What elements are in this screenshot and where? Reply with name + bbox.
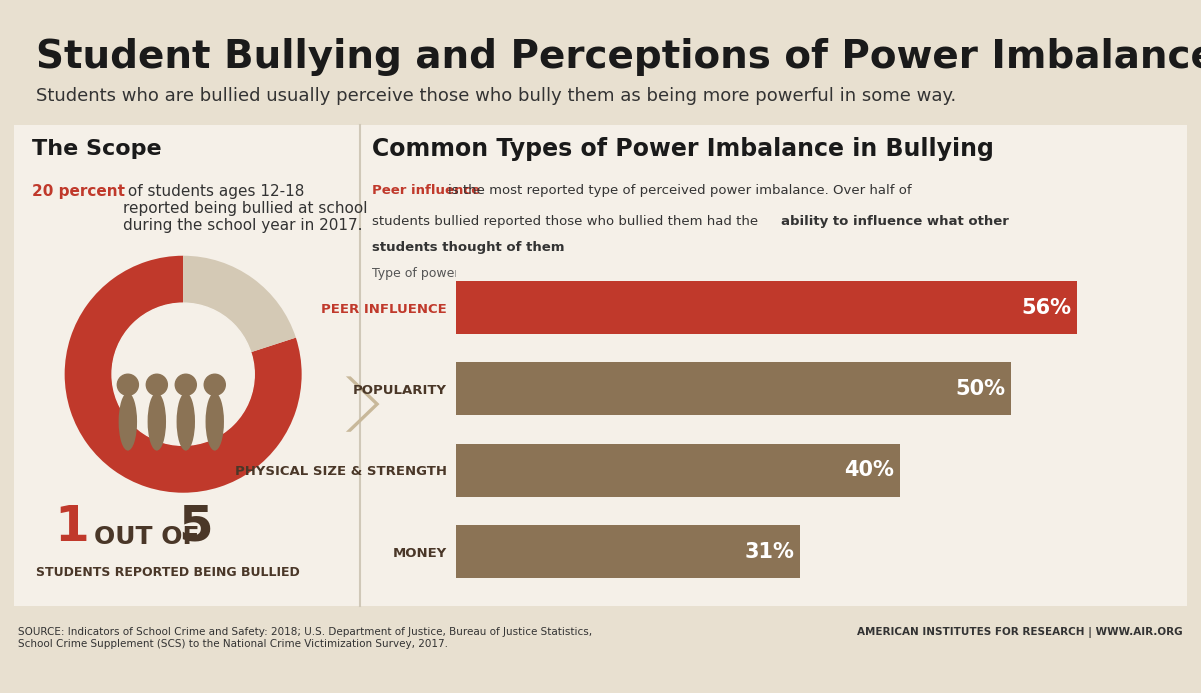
Circle shape bbox=[118, 374, 138, 395]
Bar bbox=[456, 281, 1077, 334]
Text: SOURCE: Indicators of School Crime and Safety: 2018; U.S. Department of Justice,: SOURCE: Indicators of School Crime and S… bbox=[18, 627, 592, 649]
FancyBboxPatch shape bbox=[12, 7, 1189, 125]
Text: 1: 1 bbox=[54, 503, 89, 551]
Ellipse shape bbox=[148, 393, 166, 450]
Text: 31%: 31% bbox=[745, 542, 795, 562]
Circle shape bbox=[204, 374, 226, 395]
Text: 56%: 56% bbox=[1022, 297, 1071, 317]
Ellipse shape bbox=[90, 393, 108, 450]
Text: students bullied reported those who bullied them had the: students bullied reported those who bull… bbox=[372, 215, 763, 228]
Text: students thought of them: students thought of them bbox=[372, 241, 564, 254]
Text: STUDENTS REPORTED BEING BULLIED: STUDENTS REPORTED BEING BULLIED bbox=[36, 565, 300, 579]
Text: of students ages 12-18
reported being bullied at school
during the school year i: of students ages 12-18 reported being bu… bbox=[123, 184, 368, 234]
Text: ability to influence what other: ability to influence what other bbox=[781, 215, 1009, 228]
Circle shape bbox=[89, 374, 109, 395]
Circle shape bbox=[147, 374, 167, 395]
Ellipse shape bbox=[119, 393, 137, 450]
Bar bbox=[456, 362, 1011, 415]
FancyBboxPatch shape bbox=[14, 610, 1187, 693]
Text: Student Bullying and Perceptions of Power Imbalance: Student Bullying and Perceptions of Powe… bbox=[36, 38, 1201, 76]
Text: Common Types of Power Imbalance in Bullying: Common Types of Power Imbalance in Bully… bbox=[372, 137, 994, 161]
Text: 5: 5 bbox=[178, 503, 213, 551]
Bar bbox=[456, 525, 800, 578]
Circle shape bbox=[112, 303, 255, 446]
Text: OUT OF: OUT OF bbox=[94, 525, 199, 549]
Text: 40%: 40% bbox=[844, 460, 895, 480]
Text: 50%: 50% bbox=[955, 379, 1005, 399]
FancyBboxPatch shape bbox=[14, 125, 1187, 606]
Text: .: . bbox=[558, 241, 562, 254]
Text: is the most reported type of perceived power imbalance. Over half of: is the most reported type of perceived p… bbox=[448, 184, 912, 197]
Text: The Scope: The Scope bbox=[32, 139, 162, 159]
Ellipse shape bbox=[177, 393, 195, 450]
Polygon shape bbox=[346, 376, 380, 432]
Wedge shape bbox=[183, 256, 295, 352]
Circle shape bbox=[175, 374, 196, 395]
Bar bbox=[456, 444, 900, 497]
Text: Students who are bullied usually perceive those who bully them as being more pow: Students who are bullied usually perceiv… bbox=[36, 87, 956, 105]
Text: Peer influence: Peer influence bbox=[372, 184, 480, 197]
Text: Type of power imbalance reported among students being bullied at school: Type of power imbalance reported among s… bbox=[372, 267, 838, 280]
Text: AMERICAN INSTITUTES FOR RESEARCH | WWW.AIR.ORG: AMERICAN INSTITUTES FOR RESEARCH | WWW.A… bbox=[858, 627, 1183, 638]
Wedge shape bbox=[65, 256, 301, 493]
Ellipse shape bbox=[205, 393, 223, 450]
Text: 20 percent: 20 percent bbox=[32, 184, 125, 199]
